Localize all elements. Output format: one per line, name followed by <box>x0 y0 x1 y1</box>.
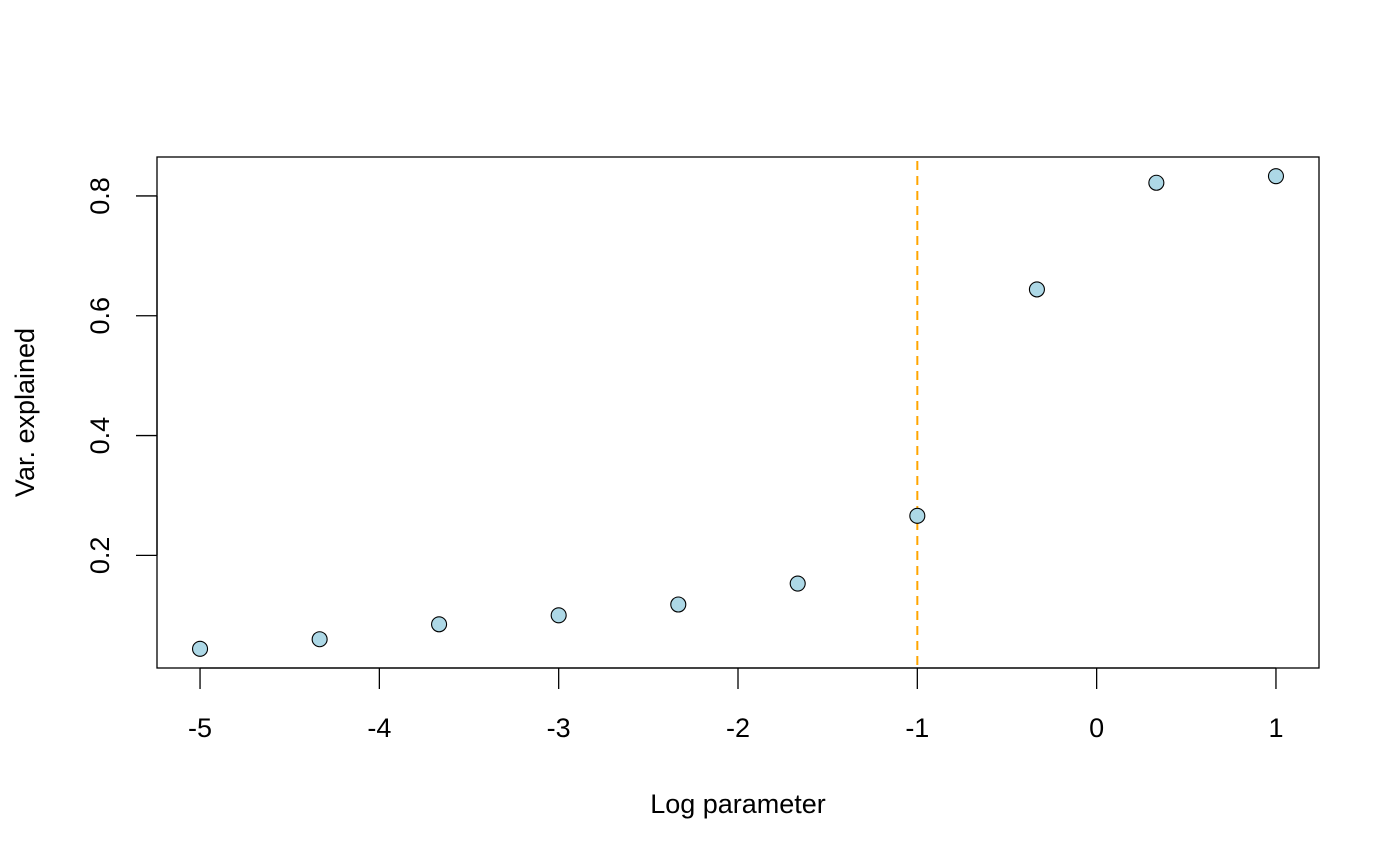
data-point-1 <box>311 631 328 648</box>
y-tick-label-0: 0.2 <box>85 537 115 575</box>
plot-area <box>156 156 1320 669</box>
data-point-9 <box>1267 168 1285 185</box>
x-tick-label-1: -4 <box>367 713 391 743</box>
data-point-2 <box>431 616 448 633</box>
data-point-0 <box>191 640 209 657</box>
plot-frame <box>156 156 1320 669</box>
data-point-6 <box>909 507 926 524</box>
x-tick-label-3: -2 <box>726 713 750 743</box>
y-tick-label-1: 0.4 <box>85 417 115 455</box>
x-tick-label-5: 0 <box>1089 713 1104 743</box>
y-axis-title: Var. explained <box>10 328 40 497</box>
x-axis-title: Log parameter <box>650 789 826 819</box>
x-tick-label-6: 1 <box>1268 713 1283 743</box>
y-axis: 0.2 0.4 0.6 0.8 <box>85 177 158 575</box>
data-points <box>191 168 1285 657</box>
data-point-5 <box>789 575 806 592</box>
data-point-8 <box>1148 174 1165 191</box>
y-tick-label-3: 0.8 <box>85 177 115 215</box>
data-point-4 <box>670 596 687 613</box>
data-point-7 <box>1028 281 1045 298</box>
x-axis: -5 -4 -3 -2 -1 0 1 <box>188 667 1283 743</box>
x-tick-label-0: -5 <box>188 713 212 743</box>
x-tick-label-2: -3 <box>547 713 571 743</box>
data-point-3 <box>550 607 567 624</box>
y-tick-label-2: 0.6 <box>85 297 115 335</box>
x-tick-label-4: -1 <box>905 713 929 743</box>
